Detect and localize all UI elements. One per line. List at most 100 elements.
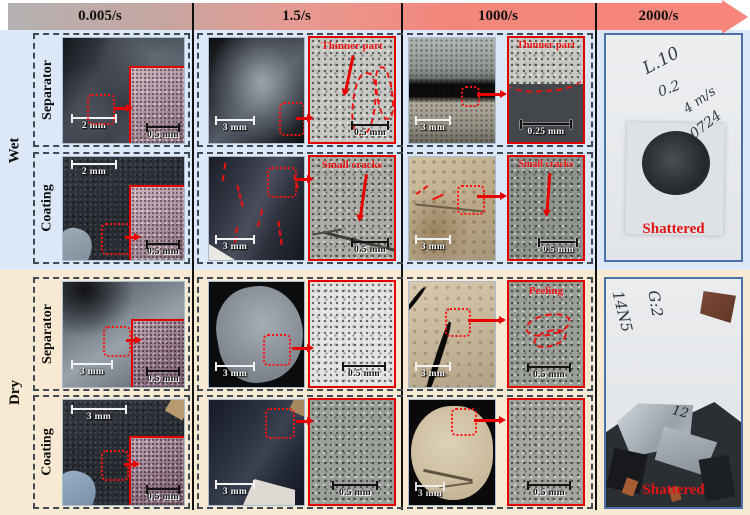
scale-bar: 3 mm (215, 479, 255, 497)
handwriting: L.10 (639, 43, 683, 79)
wet-2000-photo: L.10 0.2 4 m/s 0724 Shattered (604, 33, 743, 262)
header-rate-2000: 2000/s (638, 8, 679, 24)
zoom-arrow-icon (468, 316, 506, 323)
shard-pile: 12 (606, 395, 741, 507)
scale-bar: 3 mm (415, 361, 451, 379)
scale-bar: 0.5 mm (527, 362, 571, 380)
wet-coating-1000-zoom: Small cracks 0.5 mm (507, 155, 585, 261)
thinner-part-annotation: Thinner part (516, 40, 576, 51)
scale-bar: 3 mm (415, 481, 445, 499)
crack-mark (221, 162, 227, 182)
zoom-arrow-icon (124, 460, 140, 467)
shattered-annotation: Shattered (642, 482, 705, 498)
dry-separator-0.005-zoom: 0.5 mm (131, 319, 184, 387)
scale-bar: 0.5 mm (146, 122, 180, 140)
roi-box (87, 94, 115, 125)
roi-box (445, 308, 471, 337)
debris-patch (63, 223, 97, 260)
shattered-cell-blob (642, 131, 710, 195)
dry-coating-1000-zoom: 0.5 mm (507, 398, 585, 506)
roi-box (101, 223, 131, 255)
scale-bar: 0.5 mm (351, 237, 389, 255)
scale-bar: 3 mm (71, 404, 127, 422)
dry-separator-label-wrap: Separator (36, 277, 60, 391)
wet-separator-1.5-zoom: Thinner part 0.5 mm (308, 36, 396, 144)
separator-label: Separator (40, 60, 56, 120)
zoom-arrow-icon (296, 417, 314, 424)
dry-coating-1.5-photo: 3 mm (208, 399, 305, 506)
dry-coating-label-wrap: Coating (36, 395, 60, 509)
dry-coating-1.5-zoom: 0.5 mm (308, 398, 396, 506)
dry-coating-1000-photo: 3 mm (408, 399, 496, 506)
wet-separator-1.5-photo: 3 mm (208, 37, 305, 144)
handwriting: G:2 (644, 289, 667, 319)
zoom-arrow-icon (477, 90, 507, 97)
zoom-arrow-icon (292, 344, 314, 351)
shattered-annotation: Shattered (642, 221, 705, 237)
roi-box (103, 326, 131, 357)
wet-label-wrap: Wet (0, 30, 30, 270)
scale-bar: 0.5 mm (538, 237, 578, 255)
scale-bar: 2 mm (71, 159, 117, 177)
scale-bar: 3 mm (215, 115, 255, 133)
annotation-arrow-icon (359, 174, 368, 216)
scale-bar: 0.5 mm (351, 120, 389, 138)
crack-mark (432, 193, 444, 201)
strain-rate-header-bar (8, 3, 722, 30)
wet-separator-label-wrap: Separator (36, 33, 60, 147)
dry-separator-1000-zoom: Peeling 0.5 mm (507, 280, 585, 388)
coating-label: Coating (40, 184, 56, 232)
handwriting: 0.2 (655, 77, 683, 101)
peeling-annotation: Peeling (528, 285, 564, 297)
debris-patch (63, 466, 101, 505)
roi-box (457, 185, 485, 215)
scale-bar: 3 mm (415, 234, 451, 252)
dry-coating-box-col23 (197, 395, 593, 509)
wet-coating-1.5-zoom: Small cracks 0.5 mm (308, 155, 396, 261)
dry-separator-1.5-photo: 3 mm (208, 281, 305, 388)
small-cracks-annotation: Small cracks (518, 159, 574, 170)
roi-box (101, 450, 129, 481)
scale-bar: 0.25 mm (520, 119, 572, 137)
dry-separator-0.005-photo: 3 mm 0.5 mm (62, 281, 185, 388)
scale-bar: 2 mm (71, 113, 117, 131)
wet-separator-0.005-zoom: 0.5 mm (129, 66, 184, 143)
dry-coating-box-col1 (33, 395, 190, 509)
roi-box (263, 334, 291, 366)
zoom-arrow-icon (114, 104, 133, 111)
dry-coating-0.005-photo: 3 mm 0.5 mm (62, 399, 185, 506)
dry-label-wrap: Dry (0, 270, 30, 515)
wet-separator-1000-zoom: Thinner part 0.25 mm (507, 36, 585, 144)
dry-separator-box-col1 (33, 277, 190, 391)
separator-label: Separator (40, 304, 56, 364)
debris-chip (164, 400, 184, 421)
column-divider (192, 3, 194, 510)
header-rate-1000: 1000/s (477, 8, 518, 24)
dry-2000-photo: 14N5 G:2 12 Shattered (604, 277, 743, 509)
crack-mark (236, 185, 244, 207)
wet-coating-0.005-zoom: 0.5 mm (129, 185, 184, 260)
zoom-arrow-icon (296, 175, 314, 182)
crack-mark (277, 220, 283, 246)
fragment-brown (700, 291, 736, 323)
scale-bar: 3 mm (415, 115, 451, 133)
column-divider (401, 3, 403, 510)
zoom-arrow-icon (474, 416, 506, 423)
crack-line (409, 286, 427, 314)
roi-box (461, 86, 480, 107)
annotation-arrow-icon (545, 172, 551, 212)
arrow-head-icon (722, 0, 748, 34)
wet-separator-1000-photo: 3 mm (408, 37, 496, 144)
coating-label: Coating (40, 428, 56, 476)
dry-separator-1000-photo: 3 mm (408, 281, 496, 388)
scale-bar: 0.5 mm (146, 239, 180, 257)
zoom-arrow-icon (126, 336, 142, 343)
header-rate-1.5: 1.5/s (282, 8, 311, 24)
roi-box (265, 408, 295, 439)
dry-label: Dry (6, 380, 23, 405)
scale-bar: 0.5 mm (146, 366, 180, 384)
annotation-arrow-icon (344, 55, 355, 91)
wet-separator-box-col23 (197, 33, 593, 147)
header-rate-0.005: 0.005/s (78, 8, 122, 24)
